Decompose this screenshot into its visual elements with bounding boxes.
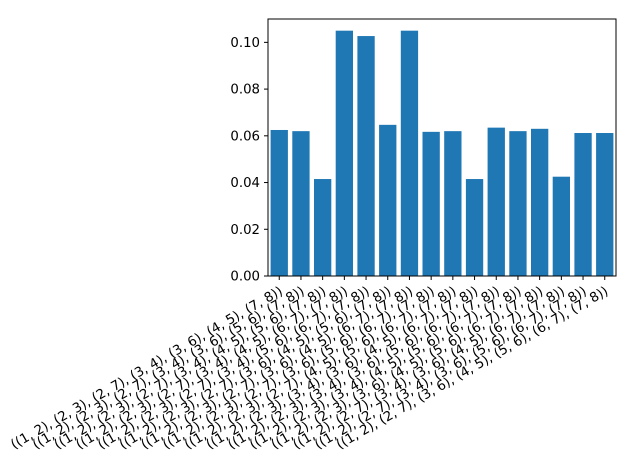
bar-8 [422, 131, 440, 276]
bar-12 [509, 131, 527, 276]
bar-6 [379, 124, 397, 276]
y-tick-label: 0.00 [230, 270, 260, 285]
axes-frame [267, 18, 617, 277]
bar-10 [465, 179, 484, 276]
x-axis: ((1, 2), (2, 3), (2, 7), (3, 4), (3, 6),… [9, 276, 611, 453]
y-tick-label: 0.06 [230, 129, 260, 144]
bar-7 [400, 30, 419, 277]
y-tick-label: 0.02 [230, 223, 260, 238]
bar-2 [292, 131, 310, 276]
bar-14 [552, 176, 570, 276]
y-tick-label: 0.08 [230, 83, 260, 98]
y-tick-label: 0.10 [230, 36, 260, 51]
bar-13 [531, 128, 549, 276]
bar-1 [270, 129, 288, 276]
bars-group [270, 30, 614, 277]
y-tick-label: 0.04 [230, 176, 260, 191]
plot-frame [267, 18, 617, 277]
bar-9 [444, 131, 462, 276]
y-axis: 0.00 0.02 0.04 0.06 0.08 0.10 [230, 36, 268, 285]
bar-4 [335, 30, 353, 277]
bar-11 [487, 127, 505, 276]
bar-16 [596, 133, 614, 276]
bar-3 [314, 179, 332, 276]
bar-5 [357, 36, 375, 277]
bar-15 [574, 133, 592, 276]
